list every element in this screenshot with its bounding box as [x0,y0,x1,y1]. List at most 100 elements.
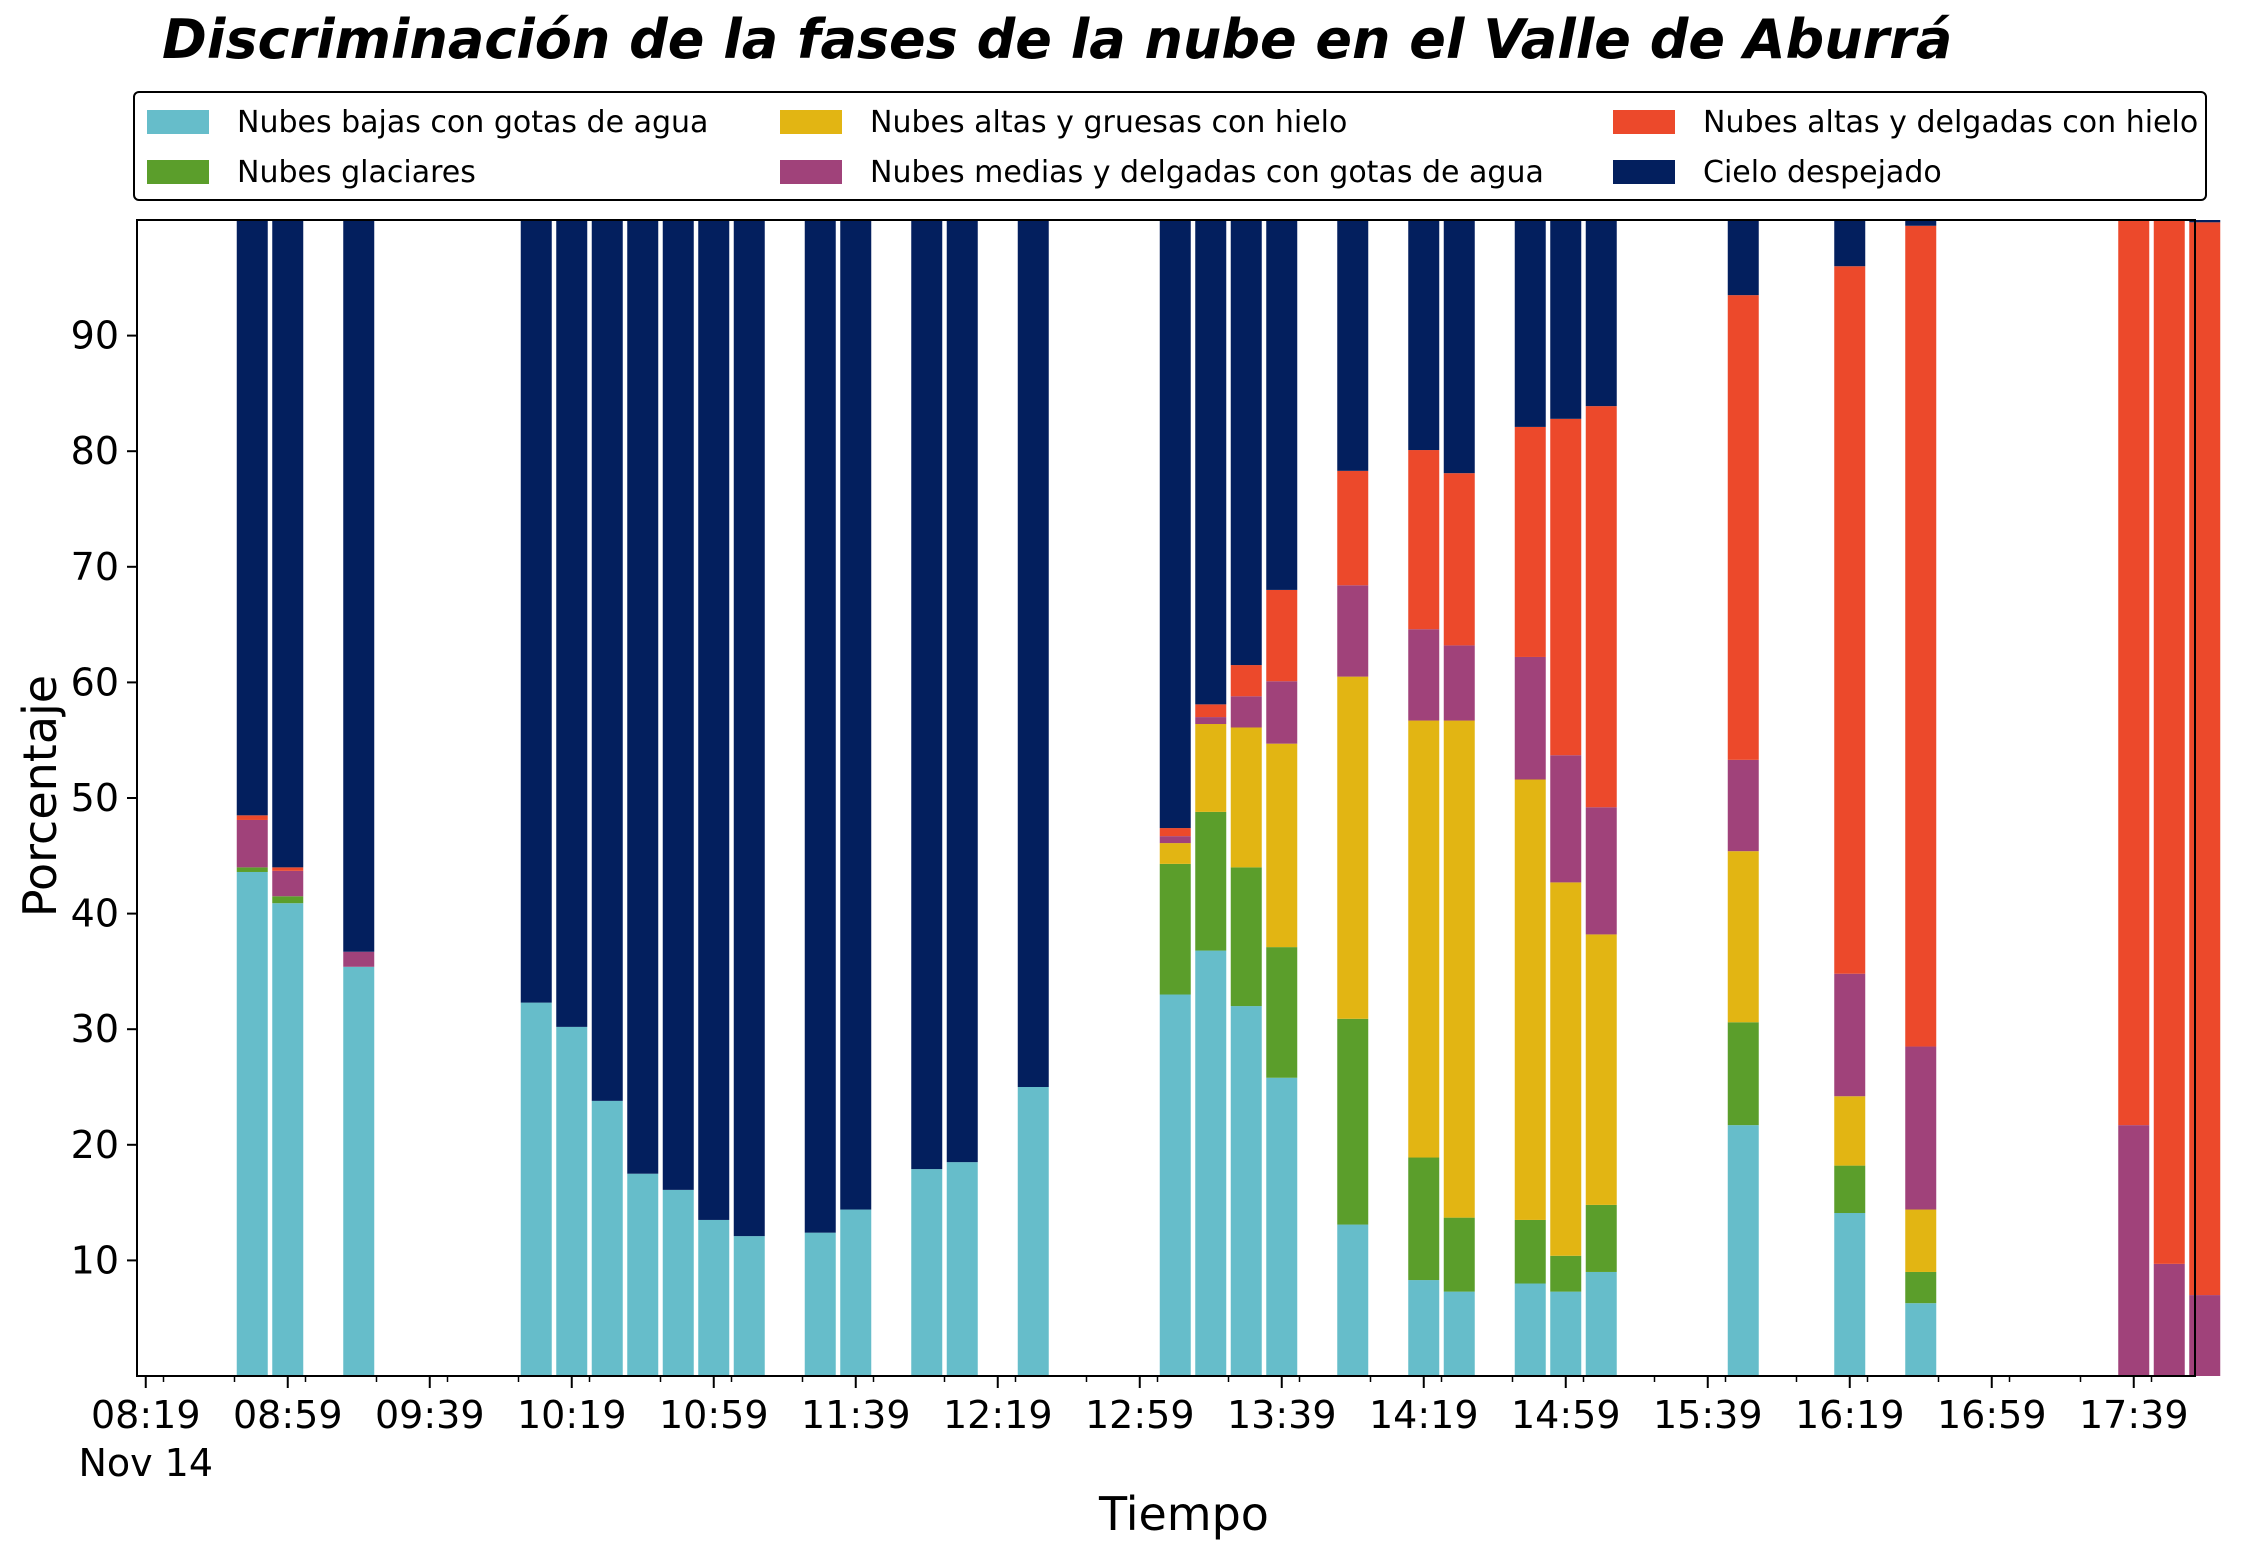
x-tick-label: 16:19 [1795,1393,1905,1437]
bar-segment-nubes-altas-gruesas [1905,1209,1937,1272]
bar-segment-nubes-medias-delgadas [1159,836,1191,844]
bar-segment-cielo-despejado [840,220,872,1210]
bar-segment-nubes-altas-delgadas [1550,418,1582,756]
bar-segment-nubes-altas-gruesas [1443,720,1475,1218]
legend-label: Nubes bajas con gotas de agua [237,104,709,140]
bar-segment-cielo-despejado [662,220,694,1190]
bar-segment-cielo-despejado [272,220,304,868]
bar-segment-nubes-altas-gruesas [1585,934,1617,1205]
chart-title: Discriminación de la fases de la nube en… [162,8,1953,71]
bar-segment-nubes-medias-delgadas [236,819,268,868]
bar-segment-nubes-glaciares [1159,863,1191,995]
bar-segment-nubes-altas-delgadas [1834,266,1866,974]
bar-segment-cielo-despejado [1514,220,1546,427]
bar-segment-nubes-bajas [1195,950,1227,1376]
bar-segment-nubes-glaciares [1337,1018,1369,1225]
bar-segment-nubes-bajas [272,903,304,1376]
bar-segment-nubes-bajas [698,1219,730,1376]
bar-segment-nubes-glaciares [1514,1219,1546,1284]
legend-item-nubes-medias-delgadas: Nubes medias y delgadas con gotas de agu… [780,149,1544,195]
bar-segment-nubes-bajas [733,1236,765,1376]
bar-segment-nubes-glaciares [1195,811,1227,951]
x-tick-label: 13:39 [1227,1393,1337,1437]
bar-segment-nubes-altas-delgadas [1230,665,1262,697]
bar-segment-nubes-medias-delgadas [1408,629,1440,721]
bar-segment-nubes-bajas [804,1232,836,1376]
bar-segment-nubes-altas-gruesas [1550,882,1582,1256]
y-tick-label: 60 [71,660,119,704]
bar-segment-cielo-despejado [520,220,552,1003]
bar-segment-nubes-bajas [1727,1125,1759,1376]
x-tick-label: 08:19 [91,1393,201,1437]
y-tick-label: 40 [71,892,119,936]
x-tick-label: 11:39 [801,1393,911,1437]
bars-layer [236,220,2221,1376]
bar-segment-nubes-altas-delgadas [1159,828,1191,837]
bar-segment-nubes-altas-delgadas [1408,450,1440,630]
legend-swatch [1613,160,1675,184]
bar-segment-nubes-bajas [1337,1224,1369,1376]
bar-segment-nubes-medias-delgadas [1727,759,1759,852]
x-tick-label: 16:59 [1937,1393,2047,1437]
bar-segment-nubes-medias-delgadas [1834,973,1866,1097]
bar-segment-nubes-glaciares [272,896,304,904]
bar-segment-nubes-medias-delgadas [1195,717,1227,725]
bar-segment-nubes-medias-delgadas [343,951,375,967]
bar-segment-nubes-glaciares [1834,1165,1866,1214]
bar-segment-cielo-despejado [1443,220,1475,474]
y-tick-label: 70 [71,545,119,589]
bar-segment-nubes-altas-delgadas [2153,220,2185,1264]
bar-segment-nubes-altas-delgadas [1443,473,1475,646]
bar-segment-nubes-medias-delgadas [272,870,304,897]
x-tick-label: 10:59 [659,1393,769,1437]
bar-segment-nubes-bajas [1905,1303,1937,1376]
bar-segment-nubes-glaciares [1585,1204,1617,1272]
bar-segment-nubes-altas-delgadas [1514,426,1546,657]
x-tick-label: 15:39 [1653,1393,1763,1437]
legend-label: Cielo despejado [1703,154,1942,190]
legend-label: Nubes altas y gruesas con hielo [870,104,1348,140]
legend-label: Nubes altas y delgadas con hielo [1703,104,2199,140]
x-tick-label: 12:19 [943,1393,1053,1437]
bar-segment-cielo-despejado [698,220,730,1220]
bar-segment-nubes-medias-delgadas [2153,1263,2185,1376]
bar-segment-nubes-bajas [343,966,375,1376]
bar-segment-nubes-medias-delgadas [1905,1046,1937,1210]
legend-swatch [780,110,842,134]
legend-label: Nubes glaciares [237,154,476,190]
x-tick-label: 14:19 [1369,1393,1479,1437]
bar-segment-nubes-bajas [627,1173,659,1376]
bar-segment-nubes-bajas [1017,1087,1049,1376]
legend-item-nubes-bajas: Nubes bajas con gotas de agua [147,99,708,145]
bar-segment-nubes-glaciares [1905,1271,1937,1304]
bar-segment-nubes-altas-gruesas [1266,743,1298,948]
bar-segment-cielo-despejado [1159,220,1191,829]
x-tick-sublabel: Nov 14 [78,1441,213,1485]
legend-swatch [147,110,209,134]
bar-segment-nubes-altas-delgadas [272,867,304,871]
bar-segment-nubes-medias-delgadas [2189,1295,2221,1376]
bar-segment-cielo-despejado [1017,220,1049,1087]
bar-segment-nubes-bajas [1159,994,1191,1376]
bar-segment-nubes-altas-delgadas [1195,704,1227,718]
bar-segment-cielo-despejado [591,220,623,1101]
bar-segment-nubes-medias-delgadas [2118,1125,2150,1376]
bar-segment-cielo-despejado [627,220,659,1174]
y-tick-label: 30 [71,1007,119,1051]
bar-segment-nubes-bajas [520,1002,552,1376]
bar-segment-nubes-altas-delgadas [236,815,268,820]
bar-segment-cielo-despejado [2189,220,2221,223]
legend-item-nubes-altas-gruesas: Nubes altas y gruesas con hielo [780,99,1347,145]
bar-segment-nubes-glaciares [1266,947,1298,1078]
bar-segment-nubes-altas-delgadas [1337,470,1369,586]
bar-segment-nubes-altas-gruesas [1230,727,1262,868]
bar-segment-cielo-despejado [1585,220,1617,407]
bar-segment-nubes-bajas [662,1189,694,1376]
bar-segment-nubes-altas-delgadas [1905,225,1937,1047]
y-tick-label: 20 [71,1123,119,1167]
y-tick-label: 80 [71,429,119,473]
bar-segment-nubes-bajas [1408,1280,1440,1376]
x-tick-label: 14:59 [1511,1393,1621,1437]
x-tick-label: 12:59 [1085,1393,1195,1437]
